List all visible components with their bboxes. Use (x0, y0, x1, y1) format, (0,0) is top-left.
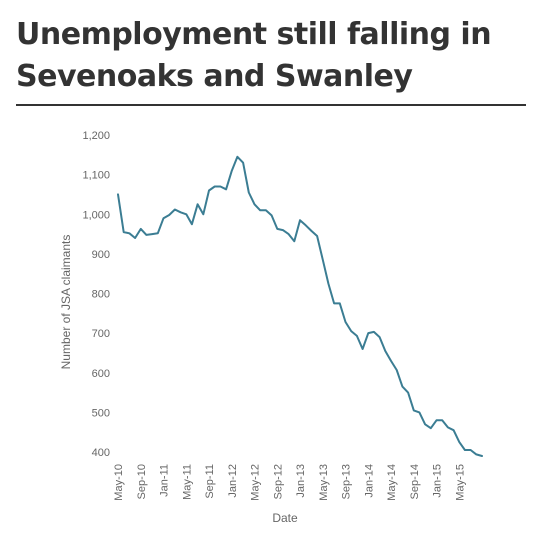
y-tick-label: 400 (92, 447, 110, 459)
x-tick-label: May-14 (386, 464, 398, 501)
x-axis-ticks: May-10 Sep-10 Jan-11 May-11 Sep-11 Jan-12 May-… (113, 464, 466, 501)
chart-title: Unemployment still falling in Sevenoaks … (16, 17, 492, 94)
x-tick-label: Sep-12 (272, 464, 284, 499)
y-tick-label: 800 (92, 289, 110, 301)
x-tick-label: May-10 (113, 464, 125, 501)
y-tick-label: 600 (92, 368, 110, 380)
x-tick-label: May-15 (454, 464, 466, 501)
x-tick-label: Jan-13 (295, 464, 307, 498)
x-axis-title: Date (272, 511, 298, 525)
x-tick-label: Jan-12 (227, 464, 239, 498)
title-divider (16, 104, 526, 106)
y-tick-label: 900 (92, 249, 110, 261)
y-tick-label: 1,100 (82, 170, 110, 182)
y-tick-label: 1,200 (82, 130, 110, 142)
x-tick-label: Sep-13 (341, 464, 353, 499)
x-tick-label: Jan-14 (363, 464, 375, 498)
x-tick-label: May-12 (250, 464, 262, 501)
x-tick-label: Sep-11 (204, 464, 216, 499)
x-tick-label: Sep-10 (136, 464, 148, 499)
x-tick-label: May-11 (181, 464, 193, 500)
x-tick-label: Jan-11 (159, 464, 171, 497)
y-tick-label: 500 (92, 407, 110, 419)
x-tick-label: May-13 (318, 464, 330, 501)
y-axis-ticks: 1,200 1,100 1,000 900 800 700 600 500 400 (82, 130, 110, 459)
y-tick-label: 700 (92, 328, 110, 340)
y-axis-title: Number of JSA claimants (59, 235, 73, 370)
x-tick-label: Jan-15 (432, 464, 444, 498)
x-tick-label: Sep-14 (409, 464, 421, 499)
series-line-jsa-claimants (117, 155, 483, 457)
y-tick-label: 1,000 (82, 209, 110, 221)
